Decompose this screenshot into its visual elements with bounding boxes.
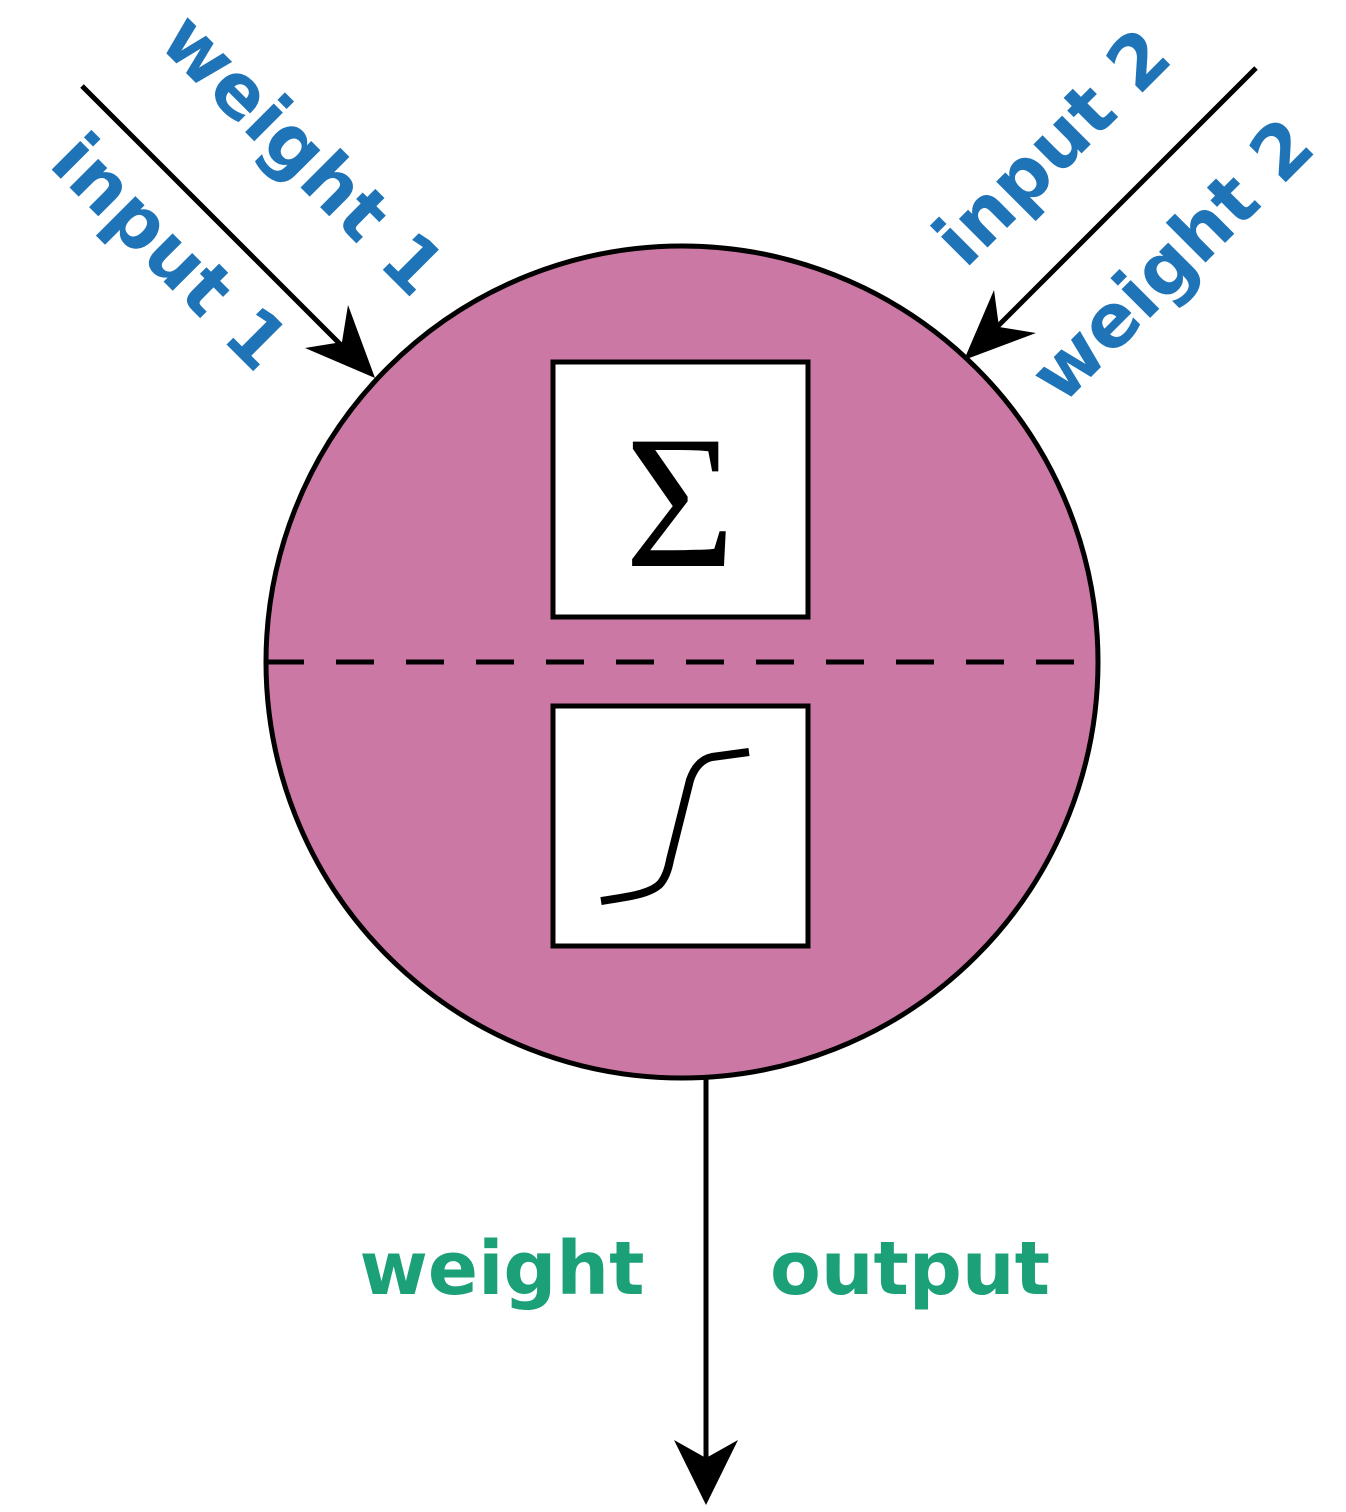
- summation-box: [550, 359, 811, 620]
- output-arrowhead: [674, 1440, 738, 1505]
- sigma-symbol: Σ: [625, 398, 736, 608]
- input-1-arrow: [80, 84, 352, 356]
- input-2-arrow: [986, 66, 1258, 338]
- output-label: output: [770, 1226, 1050, 1312]
- input-2-arrowhead: [964, 290, 1036, 360]
- sigmoid-curve-icon: [600, 748, 750, 905]
- output-weight-label: weight: [360, 1226, 645, 1312]
- input-1-arrowhead: [305, 305, 375, 378]
